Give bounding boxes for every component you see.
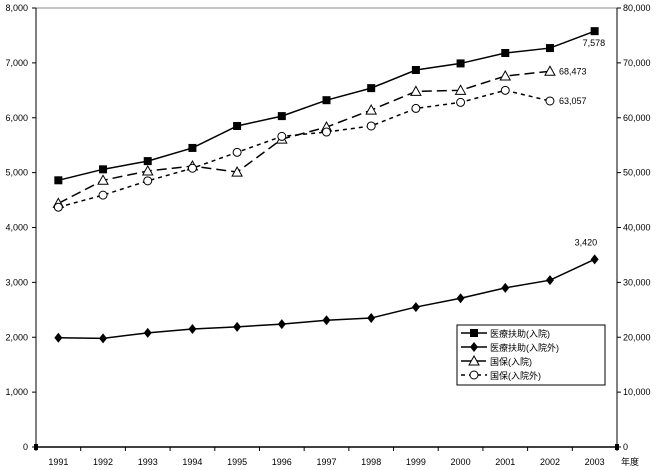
legend-marker xyxy=(470,329,478,337)
right-tick-label: 60,000 xyxy=(623,113,651,123)
data-point-3 xyxy=(53,202,63,212)
left-tick-label: 7,000 xyxy=(5,58,28,68)
data-point-3 xyxy=(232,147,242,157)
x-tick-label: 1997 xyxy=(316,457,336,467)
data-point-0 xyxy=(545,44,554,53)
x-tick-label: 1995 xyxy=(227,457,247,467)
data-point-0 xyxy=(501,48,510,57)
data-point-2 xyxy=(141,164,154,176)
data-label: 3,420 xyxy=(575,237,598,247)
right-tick-label: 70,000 xyxy=(623,58,651,68)
left-tick-label: 6,000 xyxy=(5,113,28,123)
x-tick-label: 1999 xyxy=(406,457,426,467)
data-point-1 xyxy=(590,254,599,265)
right-tick-label: 30,000 xyxy=(623,277,651,287)
data-point-2 xyxy=(499,70,512,81)
data-point-0 xyxy=(233,121,242,130)
data-point-2 xyxy=(544,65,556,76)
data-point-1 xyxy=(143,327,152,338)
data-point-0 xyxy=(590,27,599,36)
data-point-0 xyxy=(411,66,420,75)
right-tick-label: 40,000 xyxy=(623,223,651,233)
x-tick-label: 1998 xyxy=(361,457,381,467)
series-line-0 xyxy=(58,30,595,182)
x-tick-label: 2001 xyxy=(495,457,515,467)
data-point-0 xyxy=(188,143,197,152)
series-line-3 xyxy=(58,89,551,208)
data-point-3 xyxy=(187,163,197,173)
data-point-3 xyxy=(500,85,510,95)
legend-label: 医療扶助(入院外) xyxy=(490,342,559,353)
right-tick-label: 20,000 xyxy=(623,332,651,342)
data-point-1 xyxy=(411,302,420,313)
data-point-1 xyxy=(545,275,554,286)
data-point-1 xyxy=(501,282,510,293)
left-tick-label: 4,000 xyxy=(5,223,28,233)
data-point-2 xyxy=(410,85,422,96)
data-label: 63,057 xyxy=(559,96,587,106)
data-point-1 xyxy=(188,324,197,335)
legend-marker xyxy=(470,342,478,352)
data-point-1 xyxy=(99,333,108,344)
x-tick-label: 2002 xyxy=(540,457,560,467)
data-point-0 xyxy=(367,84,376,93)
x-tick-label: 1994 xyxy=(182,457,202,467)
left-tick-label: 2,000 xyxy=(5,332,28,342)
data-point-2 xyxy=(231,166,243,177)
series-line-2 xyxy=(58,70,551,205)
right-tick-label: 80,000 xyxy=(623,3,651,13)
x-tick-label: 1992 xyxy=(93,457,113,467)
data-point-1 xyxy=(367,313,376,324)
left-tick-label: 0 xyxy=(23,442,28,452)
data-point-1 xyxy=(54,332,63,343)
data-point-1 xyxy=(456,293,465,304)
left-tick-label: 1,000 xyxy=(5,387,28,397)
legend-marker xyxy=(469,370,479,380)
legend xyxy=(456,324,606,386)
data-point-1 xyxy=(277,319,286,330)
data-point-3 xyxy=(456,97,466,107)
data-point-0 xyxy=(143,157,152,166)
x-tick-label: 2003 xyxy=(585,457,605,467)
legend-label: 国保(入院外) xyxy=(490,370,541,381)
data-label: 7,578 xyxy=(583,38,606,48)
right-tick-label: 50,000 xyxy=(623,168,651,178)
data-point-2 xyxy=(365,104,378,115)
data-point-0 xyxy=(54,176,63,185)
data-label: 68,473 xyxy=(559,66,587,76)
data-point-3 xyxy=(322,127,331,137)
data-point-2 xyxy=(97,174,109,185)
right-tick-label: 10,000 xyxy=(623,387,651,397)
x-tick-label: 1993 xyxy=(138,457,158,467)
data-point-3 xyxy=(545,96,555,106)
data-point-1 xyxy=(322,315,331,326)
left-tick-label: 5,000 xyxy=(5,168,28,178)
data-point-3 xyxy=(143,176,153,186)
legend-marker xyxy=(468,354,480,366)
left-tick-label: 3,000 xyxy=(5,277,28,287)
left-tick-label: 8,000 xyxy=(5,3,28,13)
x-tick-label: 2000 xyxy=(451,457,471,467)
legend-label: 国保(入院) xyxy=(490,356,532,367)
x-tick-label: 1996 xyxy=(272,457,292,467)
right-tick-label: 0 xyxy=(623,442,628,452)
data-point-3 xyxy=(411,103,421,113)
data-point-2 xyxy=(454,84,467,95)
data-point-3 xyxy=(366,121,376,131)
legend-label: 医療扶助(入院) xyxy=(490,328,550,339)
data-point-0 xyxy=(322,96,331,105)
x-tick-label: 1991 xyxy=(48,457,68,467)
data-point-3 xyxy=(277,131,287,141)
data-point-0 xyxy=(99,165,108,174)
data-point-1 xyxy=(233,321,242,332)
data-point-3 xyxy=(98,190,108,200)
data-point-0 xyxy=(277,112,286,121)
data-point-0 xyxy=(456,59,465,68)
x-axis-label: 年度 xyxy=(621,456,639,467)
